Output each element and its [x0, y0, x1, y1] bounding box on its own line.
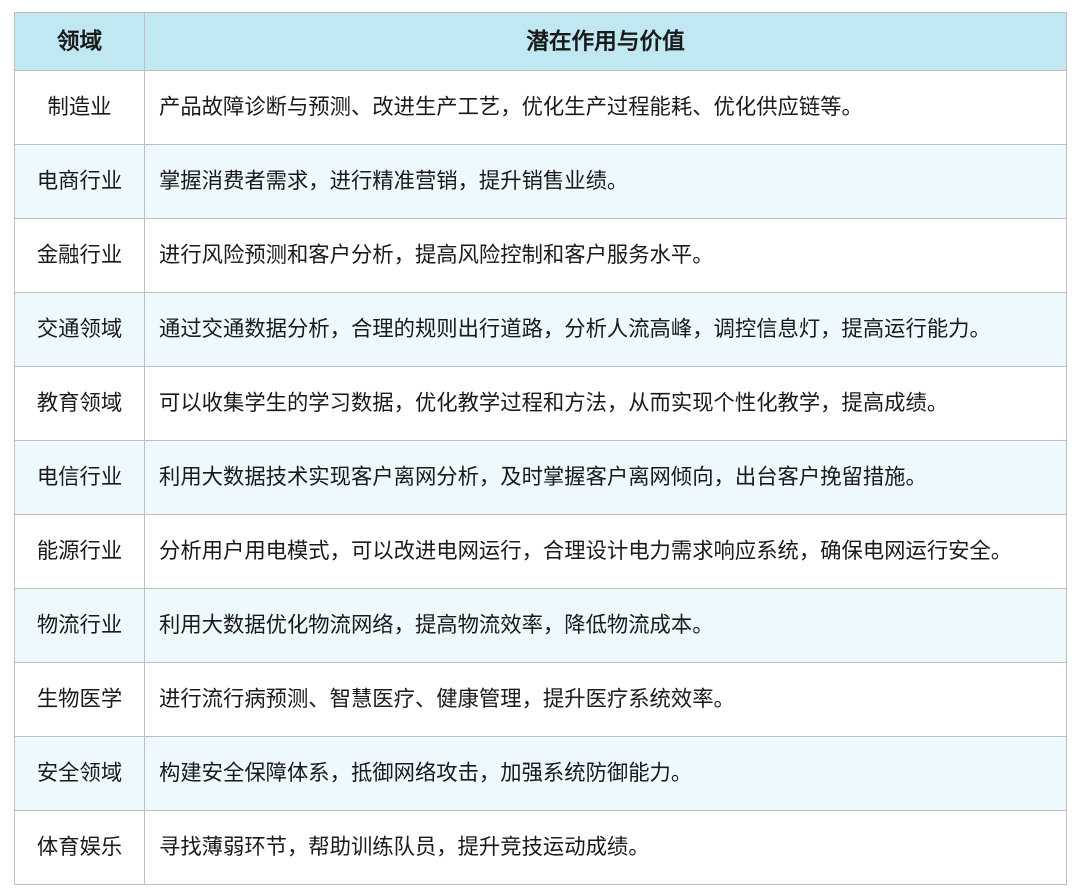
cell-domain: 物流行业: [15, 589, 145, 663]
cell-value: 利用大数据技术实现客户离网分析，及时掌握客户离网倾向，出台客户挽留措施。: [145, 441, 1067, 515]
cell-domain: 电信行业: [15, 441, 145, 515]
cell-value: 进行流行病预测、智慧医疗、健康管理，提升医疗系统效率。: [145, 663, 1067, 737]
cell-domain: 能源行业: [15, 515, 145, 589]
cell-domain: 制造业: [15, 71, 145, 145]
cell-value: 可以收集学生的学习数据，优化教学过程和方法，从而实现个性化教学，提高成绩。: [145, 367, 1067, 441]
header-value: 潜在作用与价值: [145, 13, 1067, 71]
cell-domain: 生物医学: [15, 663, 145, 737]
cell-domain: 交通领域: [15, 293, 145, 367]
table-row: 生物医学 进行流行病预测、智慧医疗、健康管理，提升医疗系统效率。: [15, 663, 1067, 737]
table-row: 物流行业 利用大数据优化物流网络，提高物流效率，降低物流成本。: [15, 589, 1067, 663]
cell-value: 掌握消费者需求，进行精准营销，提升销售业绩。: [145, 145, 1067, 219]
cell-domain: 体育娱乐: [15, 811, 145, 885]
table-row: 教育领域 可以收集学生的学习数据，优化教学过程和方法，从而实现个性化教学，提高成…: [15, 367, 1067, 441]
table-header-row: 领域 潜在作用与价值: [15, 13, 1067, 71]
table-body: 制造业 产品故障诊断与预测、改进生产工艺，优化生产过程能耗、优化供应链等。 电商…: [15, 71, 1067, 885]
cell-value: 构建安全保障体系，抵御网络攻击，加强系统防御能力。: [145, 737, 1067, 811]
cell-value: 分析用户用电模式，可以改进电网运行，合理设计电力需求响应系统，确保电网运行安全。: [145, 515, 1067, 589]
table-row: 电信行业 利用大数据技术实现客户离网分析，及时掌握客户离网倾向，出台客户挽留措施…: [15, 441, 1067, 515]
table-row: 金融行业 进行风险预测和客户分析，提高风险控制和客户服务水平。: [15, 219, 1067, 293]
cell-value: 寻找薄弱环节，帮助训练队员，提升竞技运动成绩。: [145, 811, 1067, 885]
header-domain: 领域: [15, 13, 145, 71]
cell-domain: 金融行业: [15, 219, 145, 293]
table-container: 领域 潜在作用与价值 制造业 产品故障诊断与预测、改进生产工艺，优化生产过程能耗…: [0, 0, 1080, 893]
cell-value: 通过交通数据分析，合理的规则出行道路，分析人流高峰，调控信息灯，提高运行能力。: [145, 293, 1067, 367]
table-row: 制造业 产品故障诊断与预测、改进生产工艺，优化生产过程能耗、优化供应链等。: [15, 71, 1067, 145]
table-row: 交通领域 通过交通数据分析，合理的规则出行道路，分析人流高峰，调控信息灯，提高运…: [15, 293, 1067, 367]
cell-domain: 电商行业: [15, 145, 145, 219]
cell-value: 进行风险预测和客户分析，提高风险控制和客户服务水平。: [145, 219, 1067, 293]
cell-domain: 安全领域: [15, 737, 145, 811]
industry-value-table: 领域 潜在作用与价值 制造业 产品故障诊断与预测、改进生产工艺，优化生产过程能耗…: [14, 12, 1067, 885]
table-row: 体育娱乐 寻找薄弱环节，帮助训练队员，提升竞技运动成绩。: [15, 811, 1067, 885]
cell-value: 利用大数据优化物流网络，提高物流效率，降低物流成本。: [145, 589, 1067, 663]
cell-value: 产品故障诊断与预测、改进生产工艺，优化生产过程能耗、优化供应链等。: [145, 71, 1067, 145]
table-row: 电商行业 掌握消费者需求，进行精准营销，提升销售业绩。: [15, 145, 1067, 219]
table-row: 能源行业 分析用户用电模式，可以改进电网运行，合理设计电力需求响应系统，确保电网…: [15, 515, 1067, 589]
cell-domain: 教育领域: [15, 367, 145, 441]
table-row: 安全领域 构建安全保障体系，抵御网络攻击，加强系统防御能力。: [15, 737, 1067, 811]
